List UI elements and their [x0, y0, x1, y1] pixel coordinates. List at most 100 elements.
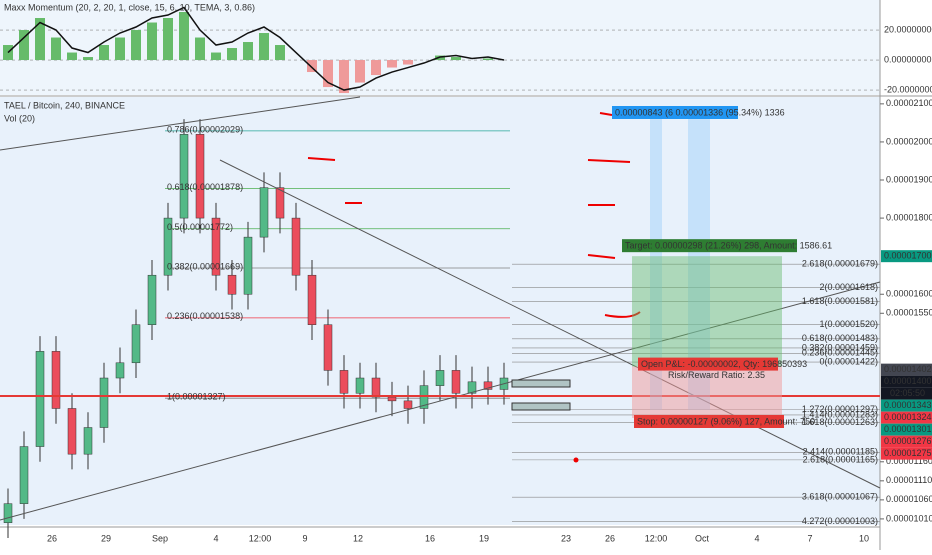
- histogram-bar: [35, 18, 45, 61]
- fib-label: 0.5(0.00001772): [167, 222, 233, 232]
- fib-label: 3.618(0.00001067): [802, 492, 878, 502]
- y-tick-label: 0.00000000: [884, 54, 932, 64]
- position-label: Risk/Reward Ratio: 2.35: [668, 370, 765, 380]
- y-tick-label: -20.00000000: [884, 84, 932, 94]
- candle-body: [467, 381, 477, 394]
- candle-body: [435, 370, 445, 386]
- candle-body: [51, 351, 61, 409]
- candle-body: [339, 370, 349, 394]
- measure-band: [650, 110, 662, 410]
- candle-body: [291, 217, 301, 276]
- x-tick-label: 26: [47, 533, 57, 543]
- x-tick-label: 16: [425, 533, 435, 543]
- histogram-bar: [179, 12, 189, 61]
- label-box: [622, 239, 797, 253]
- price-label-box: [881, 363, 932, 376]
- histogram-bar: [99, 45, 109, 61]
- fib-label: 1.272(0.00001297): [802, 404, 878, 414]
- candle-body: [483, 381, 493, 390]
- position-label: 0.00000843 (6 0.00001336 (95.34%) 1336: [615, 107, 785, 117]
- candle-body: [195, 134, 205, 219]
- histogram-bar: [211, 52, 221, 61]
- price-label: 0.00001301: [884, 424, 932, 434]
- histogram-bar: [307, 60, 317, 73]
- x-tick-label: 7: [807, 533, 812, 543]
- x-tick-label: 26: [605, 533, 615, 543]
- fib-label: 1.414(0.00001283): [802, 409, 878, 419]
- price-label-box: [881, 423, 932, 436]
- target-zone: [632, 256, 782, 367]
- fib-label: 1.618(0.00001581): [802, 296, 878, 306]
- x-tick-label: 29: [101, 533, 111, 543]
- price-label: 0.00001700: [884, 251, 932, 261]
- indicator-title: Maxx Momentum (20, 2, 20, 1, close, 15, …: [4, 2, 255, 12]
- fib-label: 0.618(0.00001483): [802, 333, 878, 343]
- candle-body: [243, 236, 253, 295]
- candle-body: [403, 400, 413, 409]
- candle-body: [355, 377, 365, 394]
- candle-body: [3, 503, 13, 523]
- candle-body: [131, 324, 141, 364]
- price-label-box: [881, 435, 932, 448]
- momentum-line: [7, 6, 505, 91]
- x-tick-label: 12:00: [645, 533, 668, 543]
- measure-band: [688, 110, 710, 410]
- x-tick-label: 23: [561, 533, 571, 543]
- fib-label: 2.618(0.00001165): [803, 454, 878, 464]
- fib-label: 2.618(0.00001679): [802, 259, 878, 269]
- position-label: Stop: 0.00000127 (9.06%) 127, Amount: 75…: [637, 416, 815, 426]
- histogram-bar: [403, 60, 413, 65]
- y-tick-label: 0.00002100: [886, 98, 932, 108]
- x-tick-label: 12:00: [249, 533, 272, 543]
- y-tick-label: 20.00000000: [884, 24, 932, 34]
- candle-body: [163, 217, 173, 276]
- price-axis: [880, 0, 932, 550]
- x-tick-label: 4: [213, 533, 218, 543]
- price-label: 0.00001343: [884, 400, 932, 410]
- fib-label: 2.414(0.00001185): [803, 447, 878, 457]
- histogram-bar: [147, 22, 157, 61]
- y-tick-label: 0.00001550: [886, 308, 932, 318]
- label-box: [638, 357, 778, 371]
- countdown: 02:05:50: [890, 388, 925, 398]
- price-label: 0.00001402: [884, 364, 932, 374]
- candle-body: [99, 377, 109, 428]
- candle-body: [451, 370, 461, 394]
- annotation: [573, 457, 579, 463]
- candle-body: [179, 134, 189, 219]
- histogram-bar: [275, 45, 285, 61]
- y-tick-label: 0.00001900: [886, 174, 932, 184]
- indicator-pane: [0, 0, 880, 95]
- candle-body: [371, 377, 381, 398]
- price-label-box: [881, 411, 932, 424]
- fib-label: 1(0.00001327): [167, 392, 226, 402]
- position-label: Target: 0.00000298 (21.26%) 298, Amount:…: [625, 241, 832, 251]
- trendline: [0, 96, 361, 151]
- annotation: [307, 112, 641, 318]
- candle-body: [19, 446, 29, 504]
- y-tick-label: 0.00001010: [886, 513, 932, 523]
- histogram-bar: [195, 37, 205, 61]
- histogram-bar: [339, 60, 349, 94]
- x-tick-label: 12: [353, 533, 363, 543]
- price-label-box: [881, 250, 932, 263]
- candle-body: [323, 324, 333, 371]
- candle-body: [419, 385, 429, 409]
- y-tick-label: 0.00002000: [886, 136, 932, 146]
- candle-body: [387, 396, 397, 402]
- symbol-title: TAEL / Bitcoin, 240, BINANCE: [4, 100, 125, 110]
- zone: [511, 402, 571, 411]
- time-axis: [0, 527, 880, 550]
- candle-body: [275, 187, 285, 219]
- fib-label: 0.382(0.00001669): [167, 261, 243, 271]
- histogram-bar: [355, 60, 365, 83]
- histogram-bar: [131, 30, 141, 61]
- price-label-box: [881, 447, 932, 460]
- countdown-box: [881, 387, 932, 400]
- y-tick-label: 0.00001110: [886, 475, 932, 485]
- candle-body: [147, 274, 157, 325]
- candle-body: [115, 362, 125, 379]
- histogram-bar: [83, 57, 93, 61]
- candle-body: [35, 351, 45, 447]
- fib-label: 2(0.00001618): [819, 282, 878, 292]
